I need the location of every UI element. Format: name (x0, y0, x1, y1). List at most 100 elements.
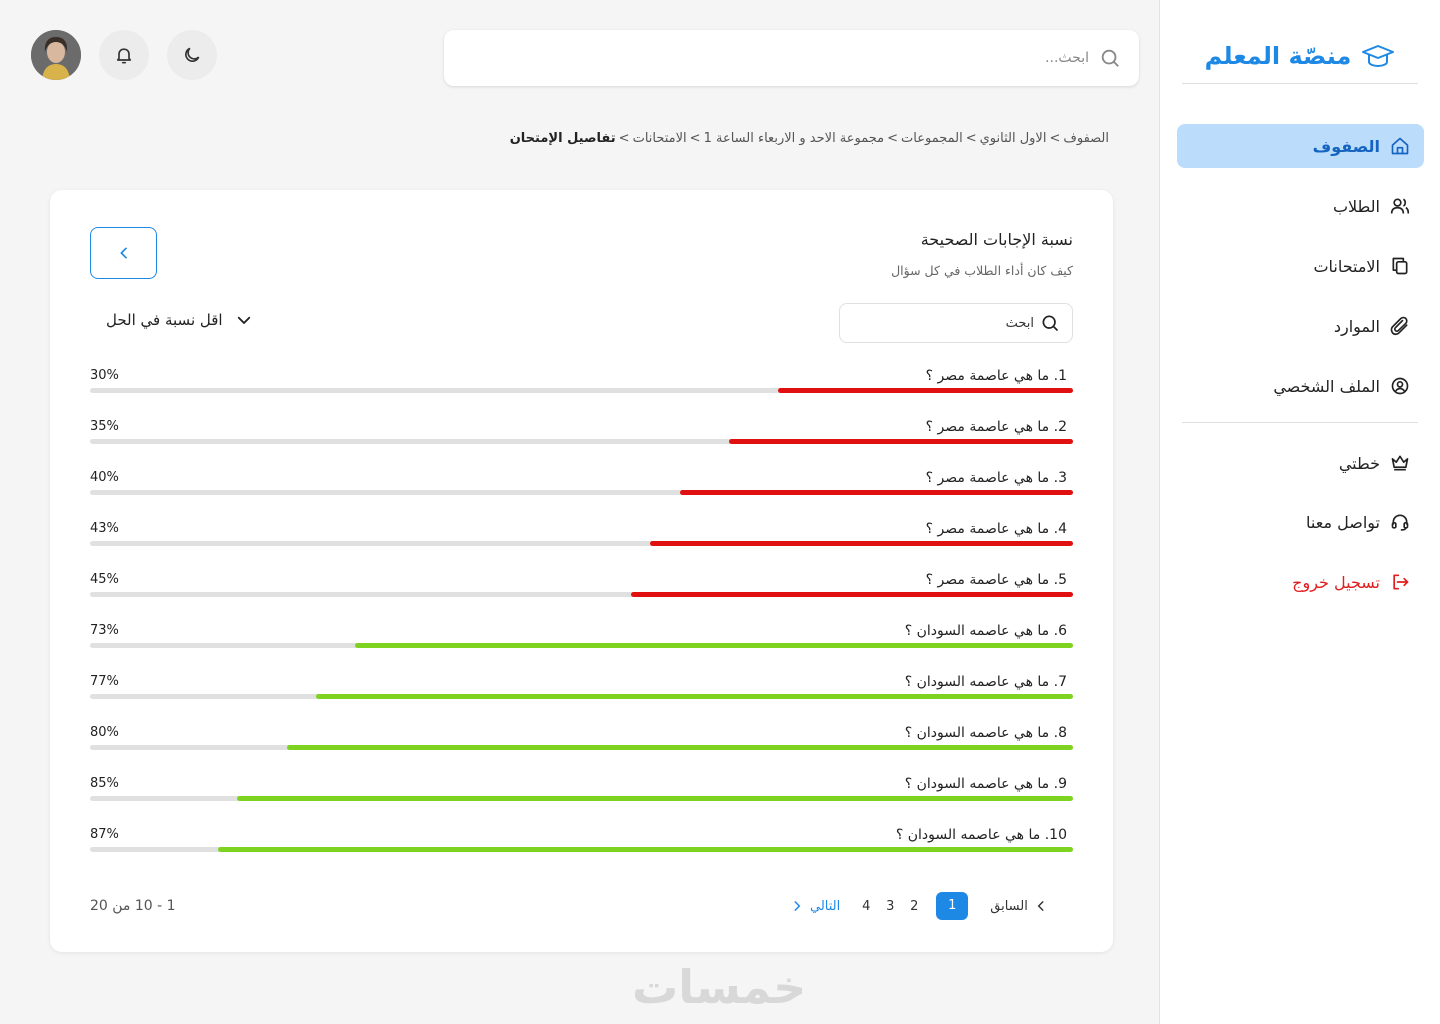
progress-fill (217, 847, 1073, 852)
question-percent: 73% (90, 623, 119, 638)
progress-fill (679, 490, 1073, 495)
progress-track (90, 592, 1073, 597)
pagination-page-3[interactable]: 3 (886, 898, 895, 914)
question-percent: 30% (90, 368, 119, 383)
pagination-page-2[interactable]: 2 (910, 898, 919, 914)
question-row[interactable]: 7. ما هي عاصمه السودان ؟ 77% (90, 674, 1073, 704)
progress-fill (778, 388, 1073, 393)
back-button[interactable] (90, 227, 157, 279)
sidebar-item-label: خطتي (1338, 453, 1380, 473)
question-label: 3. ما هي عاصمة مصر ؟ (925, 470, 1067, 486)
card-subtitle: كيف كان أداء الطلاب في كل سؤال (891, 263, 1073, 278)
sidebar-item-students[interactable]: الطلاب (1177, 184, 1424, 228)
card-title: نسبة الإجابات الصحيحة (920, 230, 1073, 249)
brand-name: منصّة المعلم (1204, 41, 1352, 70)
question-row[interactable]: 3. ما هي عاصمة مصر ؟ 40% (90, 470, 1073, 500)
breadcrumb-separator: > (689, 131, 701, 146)
progress-fill (355, 643, 1073, 648)
paperclip-icon (1390, 316, 1408, 336)
sort-dropdown-value: اقل نسبة في الحل (106, 311, 223, 329)
question-percent: 43% (90, 521, 119, 536)
progress-track (90, 694, 1073, 699)
sidebar-item-label: تسجيل خروج (1292, 572, 1380, 592)
sidebar-item-resources[interactable]: الموارد (1177, 304, 1424, 348)
sidebar-item-logout[interactable]: تسجيل خروج (1177, 560, 1424, 604)
pagination-prev[interactable]: السابق (990, 899, 1048, 914)
sidebar-item-label: الملف الشخصي (1273, 376, 1380, 396)
sidebar-item-label: الامتحانات (1313, 256, 1380, 276)
breadcrumb-item[interactable]: الصفوف (1063, 131, 1109, 146)
question-label: 4. ما هي عاصمة مصر ؟ (925, 521, 1067, 537)
chevron-down-icon (237, 316, 250, 324)
question-row[interactable]: 4. ما هي عاصمة مصر ؟ 43% (90, 521, 1073, 551)
global-search-input[interactable] (444, 50, 1089, 66)
question-row[interactable]: 9. ما هي عاصمه السودان ؟ 85% (90, 776, 1073, 806)
sidebar-divider (1182, 422, 1418, 423)
question-row[interactable]: 5. ما هي عاصمة مصر ؟ 45% (90, 572, 1073, 602)
question-label: 10. ما هي عاصمه السودان ؟ (895, 827, 1067, 843)
question-label: 1. ما هي عاصمة مصر ؟ (925, 368, 1067, 384)
question-label: 8. ما هي عاصمه السودان ؟ (904, 725, 1067, 741)
moon-icon (185, 47, 200, 62)
question-row[interactable]: 2. ما هي عاصمة مصر ؟ 35% (90, 419, 1073, 449)
question-row[interactable]: 6. ما هي عاصمه السودان ؟ 73% (90, 623, 1073, 653)
progress-track (90, 541, 1073, 546)
progress-track (90, 643, 1073, 648)
sidebar-item-profile[interactable]: الملف الشخصي (1177, 364, 1424, 408)
breadcrumb-separator: > (887, 131, 899, 146)
question-label: 6. ما هي عاصمه السودان ؟ (904, 623, 1067, 639)
graduation-cap-icon (1361, 44, 1395, 68)
question-label: 5. ما هي عاصمة مصر ؟ (925, 572, 1067, 588)
sidebar-item-exams[interactable]: الامتحانات (1177, 244, 1424, 288)
breadcrumb: الصفوف>الاول الثانوي>المجموعات>مجموعة ال… (510, 131, 1109, 146)
pagination-page-1[interactable]: 1 (936, 892, 969, 920)
sidebar-item-contact[interactable]: تواصل معنا (1177, 500, 1424, 544)
sidebar-item-plan[interactable]: خطتي (1177, 441, 1424, 485)
chevron-left-icon (1037, 901, 1044, 911)
logout-icon (1393, 574, 1409, 590)
breadcrumb-item[interactable]: المجموعات (901, 131, 963, 146)
progress-fill (650, 541, 1073, 546)
progress-fill (316, 694, 1073, 699)
notifications-button[interactable] (99, 30, 149, 80)
pagination-page-4[interactable]: 4 (862, 898, 871, 914)
question-percent: 77% (90, 674, 119, 689)
progress-fill (728, 439, 1073, 444)
question-row[interactable]: 8. ما هي عاصمه السودان ؟ 80% (90, 725, 1073, 755)
copy-icon (1392, 257, 1408, 275)
question-row[interactable]: 1. ما هي عاصمة مصر ؟ 30% (90, 368, 1073, 398)
brand-logo[interactable]: منصّة المعلم (1182, 28, 1418, 84)
pagination-next[interactable]: التالي (790, 899, 840, 914)
progress-fill (237, 796, 1073, 801)
progress-fill (630, 592, 1073, 597)
progress-track (90, 796, 1073, 801)
avatar-photo (31, 30, 81, 80)
breadcrumb-item[interactable]: الامتحانات (632, 131, 687, 146)
sort-dropdown[interactable]: اقل نسبة في الحل (106, 311, 253, 329)
question-percent: 45% (90, 572, 119, 587)
question-row[interactable]: 10. ما هي عاصمه السودان ؟ 87% (90, 827, 1073, 857)
pagination: السابق 1 2 3 4 التالي (790, 892, 1048, 920)
question-search-input[interactable] (874, 315, 1034, 331)
sidebar: منصّة المعلم الصفوف الطلاب الامتحانات ال… (1159, 0, 1440, 1024)
breadcrumb-item[interactable]: الاول الثانوي (979, 131, 1047, 146)
user-avatar[interactable] (31, 30, 81, 80)
sidebar-item-classes[interactable]: الصفوف (1177, 124, 1424, 168)
question-percent: 35% (90, 419, 119, 434)
breadcrumb-item[interactable]: مجموعة الاحد و الاربعاء الساعة 1 (703, 131, 885, 146)
progress-track (90, 745, 1073, 750)
exam-results-card: نسبة الإجابات الصحيحة كيف كان أداء الطلا… (50, 190, 1113, 952)
breadcrumb-current: تفاصيل الإمتحان (509, 131, 616, 146)
progress-track (90, 847, 1073, 852)
results-range: 1 - 10 من 20 (90, 898, 176, 914)
chevron-right-icon (794, 901, 801, 911)
dark-mode-toggle[interactable] (167, 30, 217, 80)
chevron-left-icon (120, 247, 127, 259)
question-label: 2. ما هي عاصمة مصر ؟ (925, 419, 1067, 435)
question-percent: 40% (90, 470, 119, 485)
question-search[interactable] (839, 303, 1073, 343)
sidebar-item-label: تواصل معنا (1306, 512, 1380, 532)
breadcrumb-separator: > (1049, 131, 1061, 146)
global-search-bar[interactable] (444, 30, 1139, 86)
search-icon (1042, 315, 1059, 332)
